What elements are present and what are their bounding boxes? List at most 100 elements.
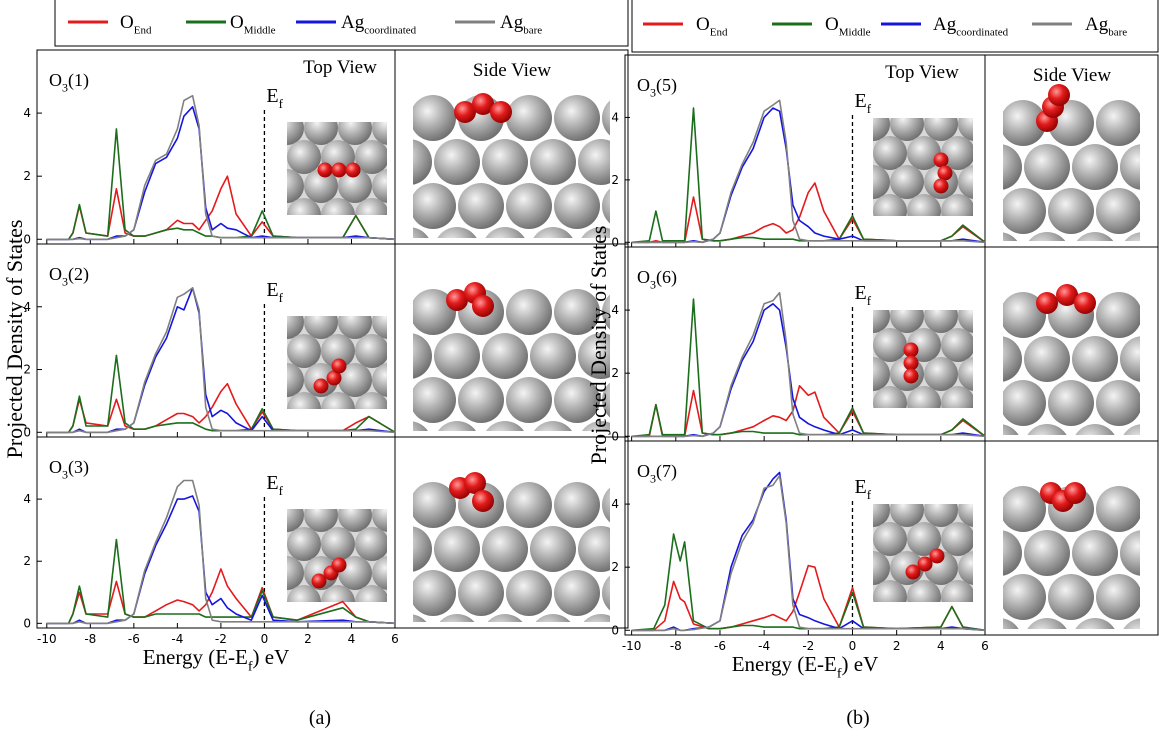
x-tick-label: -8 bbox=[84, 632, 96, 646]
ag-atom bbox=[506, 183, 552, 229]
side-view-image bbox=[413, 482, 672, 622]
fermi-label: Ef bbox=[266, 279, 283, 305]
text-part: Ag bbox=[1085, 14, 1109, 35]
o-atom bbox=[903, 368, 919, 384]
o-atom bbox=[326, 370, 342, 386]
o-atom bbox=[1056, 284, 1078, 306]
panel-label: O3(2) bbox=[49, 264, 89, 288]
o-atom bbox=[1074, 292, 1096, 314]
ag-atom bbox=[1024, 144, 1070, 190]
subscript: 3 bbox=[62, 467, 68, 481]
ag-atom bbox=[372, 316, 387, 339]
o-atom bbox=[345, 162, 361, 178]
ag-atom bbox=[372, 421, 406, 455]
text-part: O bbox=[230, 12, 244, 33]
text-part: ) eV bbox=[842, 652, 879, 676]
top-view-title: Top View bbox=[303, 57, 377, 78]
ag-atom bbox=[1076, 232, 1114, 241]
ag-atom bbox=[822, 107, 856, 141]
text-part: O bbox=[49, 264, 62, 284]
ag-atom bbox=[304, 509, 338, 532]
ag-atom bbox=[413, 377, 456, 423]
ag-atom bbox=[941, 580, 973, 602]
ag-atom bbox=[583, 614, 610, 622]
ag-atom bbox=[355, 469, 389, 503]
y-tick-label: 2 bbox=[23, 169, 31, 183]
ag-atom bbox=[413, 421, 428, 431]
ag-atom bbox=[506, 289, 552, 335]
ag-atom bbox=[907, 464, 941, 498]
ag-atom bbox=[355, 392, 387, 409]
ag-atom bbox=[941, 464, 975, 498]
ag-atom bbox=[1096, 574, 1140, 620]
ag-atom bbox=[287, 316, 304, 339]
o-atom bbox=[464, 472, 486, 494]
text-part: O bbox=[637, 75, 650, 95]
ag-atom bbox=[602, 294, 610, 330]
ag-atom bbox=[554, 183, 600, 229]
top-view-inset bbox=[287, 82, 387, 215]
ag-atom bbox=[253, 334, 287, 368]
subscript: f bbox=[279, 290, 284, 305]
text-part: E bbox=[266, 279, 278, 301]
ag-atom bbox=[321, 334, 355, 368]
subscript: End bbox=[134, 25, 152, 37]
text-part: (3) bbox=[68, 457, 89, 478]
ag-atom bbox=[1123, 618, 1140, 629]
y-tick-label: 2 bbox=[23, 554, 31, 568]
ag-atom bbox=[890, 609, 924, 643]
series-line bbox=[631, 474, 986, 632]
ag-atom bbox=[626, 526, 672, 572]
ag-atom bbox=[438, 421, 476, 431]
ag-atom bbox=[626, 333, 672, 379]
o-atom bbox=[490, 101, 512, 123]
ag-atom bbox=[486, 421, 524, 431]
ag-atom bbox=[941, 136, 973, 170]
ag-atom bbox=[321, 198, 355, 215]
x-tick-label: -6 bbox=[128, 632, 140, 646]
x-tick-label: 2 bbox=[304, 632, 312, 646]
legend-entry: Agbare bbox=[500, 12, 542, 37]
x-tick-label: 4 bbox=[348, 632, 356, 646]
ag-atom bbox=[287, 585, 321, 602]
series-line bbox=[631, 298, 986, 438]
ag-atom bbox=[873, 118, 890, 141]
y-tick-label: 4 bbox=[611, 497, 619, 511]
ag-atom bbox=[304, 421, 338, 455]
ag-atom bbox=[907, 386, 941, 408]
ag-atom bbox=[602, 487, 610, 523]
ag-atom bbox=[530, 139, 576, 185]
ag-atom bbox=[941, 522, 973, 556]
ag-atom bbox=[924, 357, 958, 391]
ag-atom bbox=[1048, 188, 1094, 234]
ag-atom bbox=[1096, 486, 1140, 532]
ag-atom bbox=[907, 194, 941, 216]
ag-atom bbox=[839, 522, 873, 556]
ag-atom bbox=[873, 551, 890, 585]
top-view-inset bbox=[287, 469, 389, 602]
ag-atom bbox=[1003, 232, 1018, 241]
y-tick-label: 2 bbox=[23, 363, 31, 377]
y-tick-label: 0 bbox=[611, 623, 619, 637]
legend-entry: OEnd bbox=[120, 12, 152, 37]
ag-atom bbox=[321, 82, 355, 116]
ag-atom bbox=[582, 421, 610, 431]
x-tick-label: -10 bbox=[622, 639, 642, 653]
ag-atom bbox=[413, 289, 456, 335]
ag-atom bbox=[338, 169, 372, 203]
ag-atom bbox=[287, 392, 321, 409]
ag-atom bbox=[1072, 336, 1118, 382]
subscript: f bbox=[867, 293, 872, 308]
ag-atom bbox=[873, 580, 907, 602]
x-axis-label: Energy (E-Ef) eV bbox=[143, 645, 290, 674]
ag-atom bbox=[1144, 380, 1159, 426]
ag-atom bbox=[602, 575, 610, 611]
y-tick-label: 2 bbox=[611, 366, 619, 380]
ag-atom bbox=[873, 504, 890, 527]
ag-atom bbox=[434, 333, 480, 379]
ag-atom bbox=[338, 122, 372, 145]
ag-atom bbox=[434, 526, 480, 572]
ag-atom bbox=[338, 316, 372, 339]
ag-atom bbox=[338, 363, 372, 397]
